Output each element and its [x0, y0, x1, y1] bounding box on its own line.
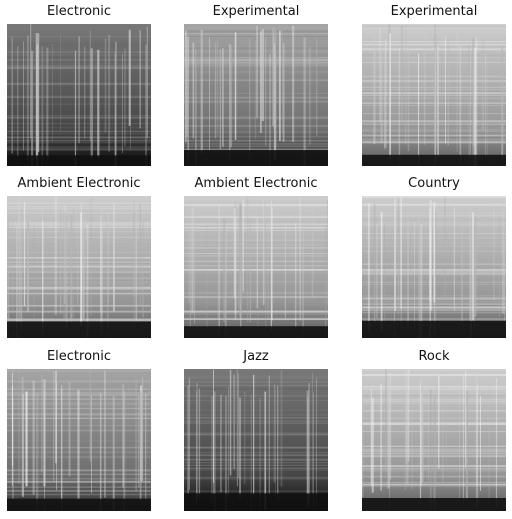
spectrogram-image	[362, 196, 506, 338]
spectrogram-image	[7, 369, 151, 511]
spectrogram-texture	[362, 369, 506, 511]
spectrogram-texture	[7, 369, 151, 511]
panel-title: Experimental	[390, 4, 478, 19]
panel-title: Ambient Electronic	[194, 176, 318, 191]
panel-title: Experimental	[212, 4, 300, 19]
panel-title: Country	[408, 176, 460, 191]
spectrogram-image	[7, 24, 151, 166]
panel-title: Electronic	[46, 4, 112, 19]
spectrogram-texture	[184, 369, 328, 511]
spectrogram-image	[184, 24, 328, 166]
spectrogram-image	[362, 24, 506, 166]
spectrogram-image	[184, 196, 328, 338]
spectrogram-image	[184, 369, 328, 511]
spectrogram-image	[362, 369, 506, 511]
panel-title: Electronic	[46, 349, 112, 364]
spectrogram-texture	[184, 24, 328, 166]
spectrogram-image	[7, 196, 151, 338]
spectrogram-texture	[362, 196, 506, 338]
panel-title: Rock	[418, 349, 450, 364]
panel-title: Jazz	[243, 349, 269, 364]
spectrogram-texture	[7, 24, 151, 166]
panel-title: Ambient Electronic	[17, 176, 141, 191]
spectrogram-texture	[184, 196, 328, 338]
spectrogram-texture	[7, 196, 151, 338]
spectrogram-texture	[362, 24, 506, 166]
